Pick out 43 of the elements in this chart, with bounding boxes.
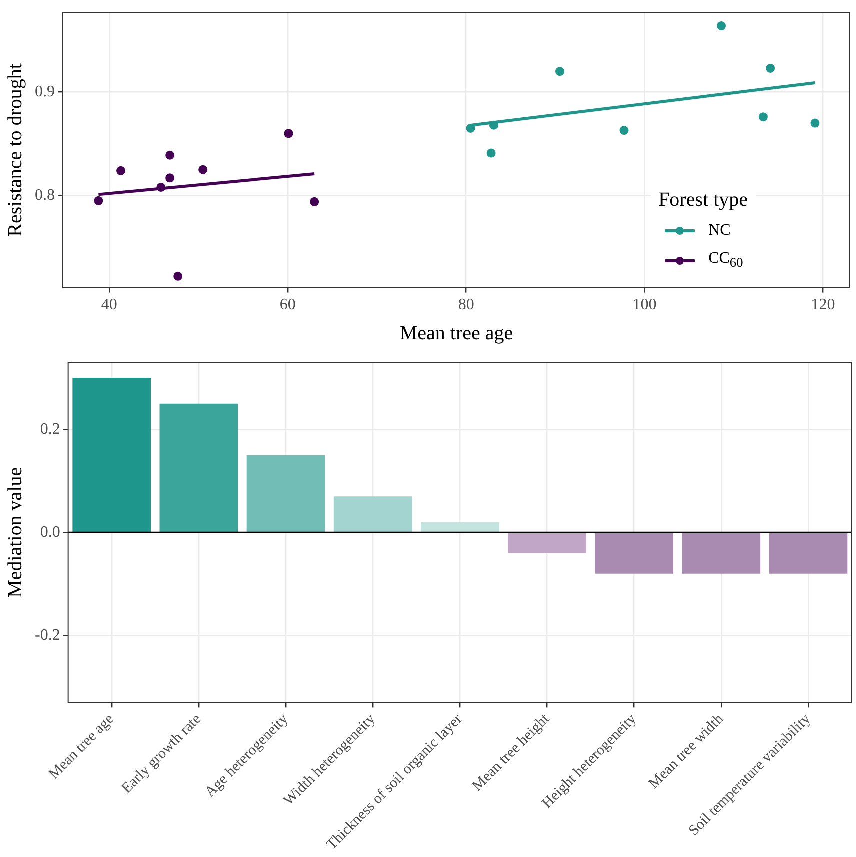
point — [174, 272, 183, 281]
x-tick-label: 100 — [632, 296, 657, 314]
y-tick-label: 0.0 — [40, 524, 60, 541]
point — [94, 196, 104, 206]
point — [758, 112, 768, 122]
point — [116, 166, 126, 176]
y-axis-title: Mediation value — [4, 467, 26, 598]
bar — [508, 533, 586, 554]
point — [166, 150, 175, 160]
point — [310, 197, 320, 206]
bar — [595, 533, 674, 574]
point — [717, 22, 726, 31]
point — [466, 124, 476, 133]
legend-title: Forest type — [658, 189, 748, 212]
point — [166, 174, 175, 183]
y-tick-label: -0.2 — [35, 626, 60, 644]
x-axis-title: Mean tree age — [400, 322, 514, 344]
bar — [334, 496, 412, 532]
point — [486, 148, 496, 158]
y-tick-label: 0.2 — [40, 420, 60, 438]
bar — [160, 404, 238, 532]
bar — [420, 522, 500, 532]
point — [766, 64, 776, 73]
point — [198, 165, 208, 174]
point — [156, 182, 166, 192]
y-tick-label: 0.8 — [35, 186, 55, 204]
point — [489, 120, 498, 130]
legend-label: CC$_{60}$ — [708, 250, 744, 272]
y-tick-label: 0.9 — [35, 83, 55, 100]
point — [556, 67, 565, 76]
x-tick-label: 80 — [458, 296, 474, 314]
legend-label: NC — [708, 222, 731, 240]
x-tick-label: 120 — [811, 296, 836, 314]
point — [620, 126, 629, 136]
x-tick-label: 60 — [280, 296, 296, 314]
bar — [246, 455, 326, 532]
point — [284, 129, 294, 138]
x-tick-label: 40 — [101, 296, 118, 314]
bar — [682, 533, 761, 574]
bar — [72, 378, 152, 532]
y-axis-title: Resistance to drought — [4, 63, 26, 237]
point — [810, 118, 820, 128]
bar — [769, 533, 848, 574]
